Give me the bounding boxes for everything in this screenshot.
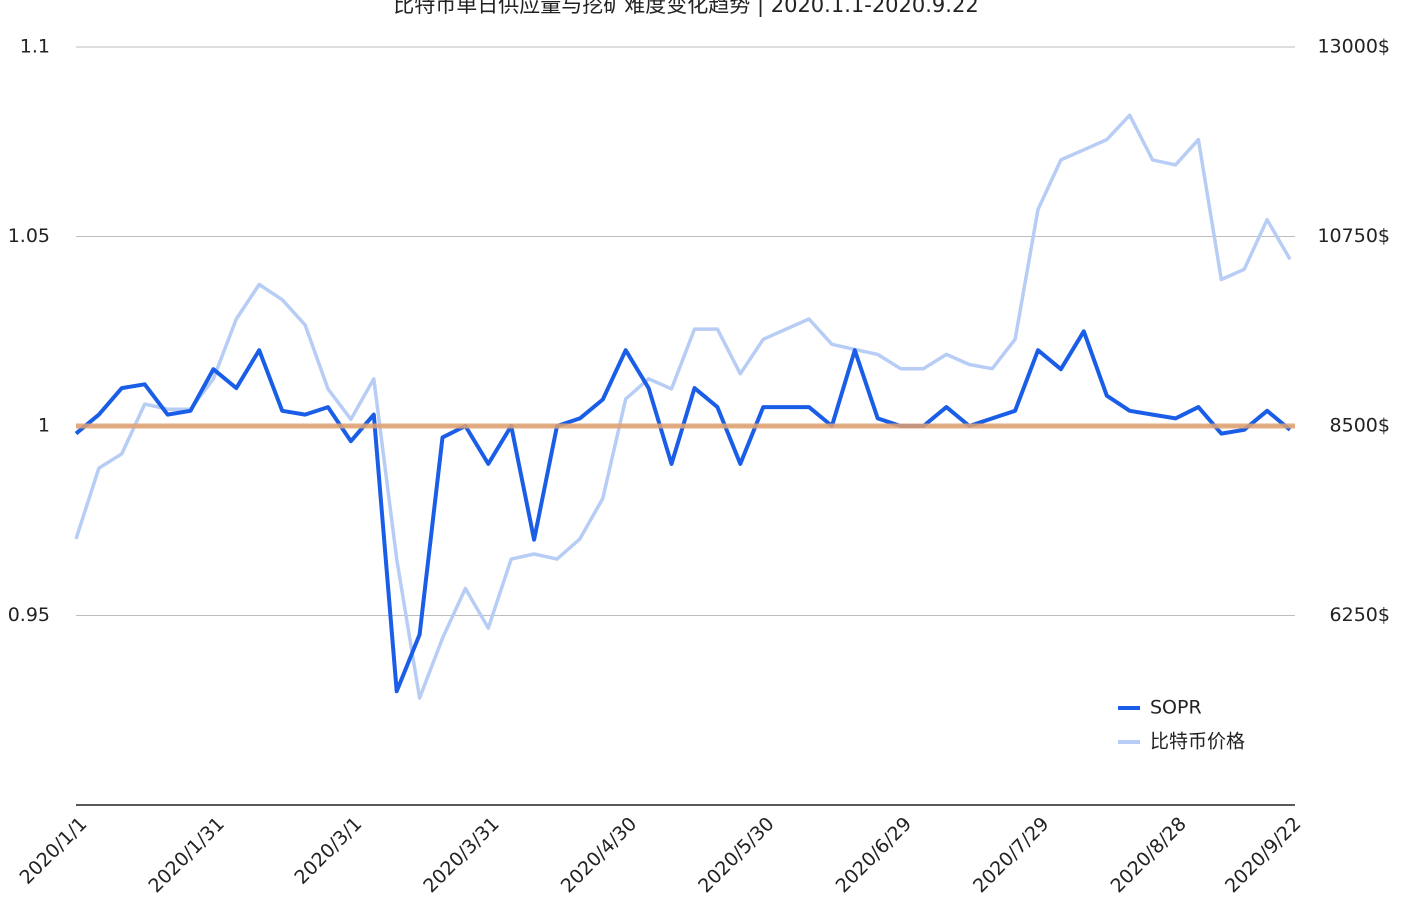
x-tick-label: 2020/1/31 [144, 813, 228, 897]
chart-title: 比特币单日供应量与挖矿难度变化趋势 | 2020.1.1-2020.9.22 [393, 0, 978, 18]
x-tick-label: 2020/3/31 [419, 813, 503, 897]
line-series [74, 113, 1292, 700]
y2-tick-label: 10750$ [1317, 225, 1390, 247]
y-tick-label: 1.05 [8, 225, 50, 247]
y2-tick-label: 8500$ [1330, 415, 1390, 437]
x-tick-label: 2020/4/30 [557, 813, 641, 897]
legend-label: 比特币价格 [1150, 731, 1245, 753]
x-tick-label: 2020/1/1 [16, 813, 92, 889]
x-tick-label: 2020/5/30 [694, 813, 778, 897]
x-tick-label: 2020/7/29 [969, 813, 1053, 897]
y2-tick-label: 13000$ [1317, 36, 1390, 58]
x-tick-label: 2020/6/29 [832, 813, 916, 897]
x-tick-label: 2020/9/22 [1221, 813, 1305, 897]
y-tick-label: 0.95 [8, 604, 50, 626]
y-tick-label: 1.1 [20, 36, 50, 58]
line-series [74, 329, 1292, 694]
y-tick-label: 1 [38, 415, 50, 437]
y2-tick-label: 6250$ [1330, 604, 1390, 626]
x-tick-label: 2020/3/1 [290, 813, 366, 889]
x-tick-label: 2020/8/28 [1106, 813, 1190, 897]
legend-label: SOPR [1150, 697, 1202, 719]
